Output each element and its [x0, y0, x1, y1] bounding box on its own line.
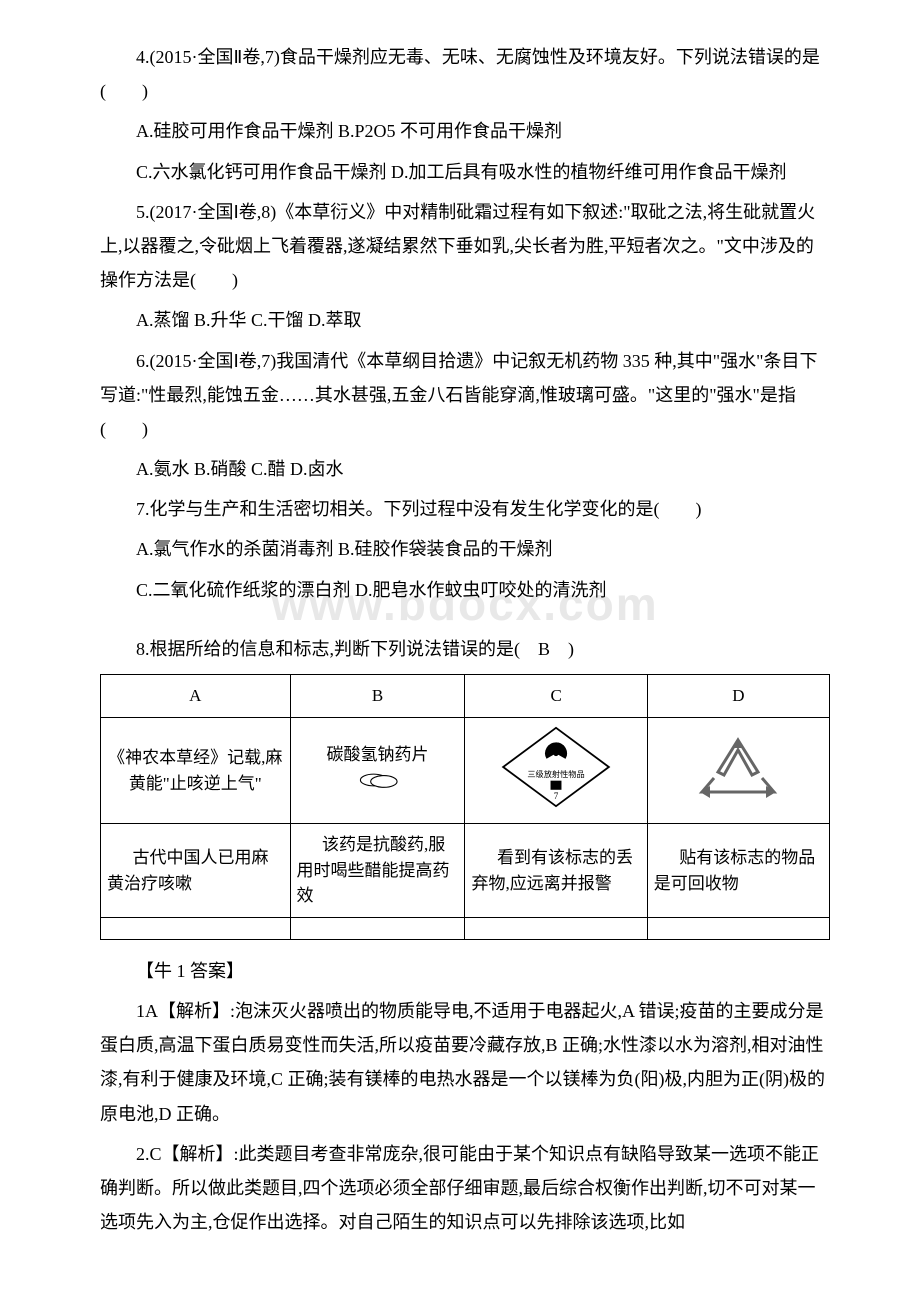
empty-b [290, 917, 465, 939]
cell-b-text: 碳酸氢钠药片 [297, 742, 459, 768]
th-b: B [290, 675, 465, 718]
empty-a [101, 917, 291, 939]
q7-opt-ab: A.氯气作水的杀菌消毒剂 B.硅胶作袋装食品的干燥剂 [100, 532, 830, 566]
pill-icon [356, 768, 400, 792]
radioactive-icon: 三级放射性物品 7 [501, 726, 611, 808]
q8-stem: 8.根据所给的信息和标志,判断下列说法错误的是( B ) [100, 632, 830, 666]
q4-stem: 4.(2015·全国Ⅱ卷,7)食品干燥剂应无毒、无味、无腐蚀性及环境友好。下列说… [100, 40, 830, 108]
cell-a-desc: 古代中国人已用麻黄治疗咳嗽 [101, 824, 291, 918]
empty-d [647, 917, 829, 939]
q4-opt-cd: C.六水氯化钙可用作食品干燥剂 D.加工后具有吸水性的植物纤维可用作食品干燥剂 [100, 155, 830, 189]
options-table: A B C D 《神农本草经》记载,麻黄能"止咳逆上气" 碳酸氢钠药片 [100, 674, 830, 940]
answer-1: 1A【解析】:泡沫灭火器喷出的物质能导电,不适用于电器起火,A 错误;疫苗的主要… [100, 994, 830, 1131]
th-a: A [101, 675, 291, 718]
q4-opt-ab: A.硅胶可用作食品干燥剂 B.P2O5 不可用作食品干燥剂 [100, 114, 830, 148]
table-header-row: A B C D [101, 675, 830, 718]
q5-opts: A.蒸馏 B.升华 C.干馏 D.萃取 [100, 303, 830, 337]
table-row-empty [101, 917, 830, 939]
cell-a-info: 《神农本草经》记载,麻黄能"止咳逆上气" [101, 717, 291, 824]
th-c: C [465, 675, 647, 718]
q6-stem: 6.(2015·全国Ⅰ卷,7)我国清代《本草纲目拾遗》中记叙无机药物 335 种… [100, 344, 830, 447]
radioactive-num: 7 [554, 791, 559, 801]
q7-stem: 7.化学与生产和生活密切相关。下列过程中没有发生化学变化的是( ) [100, 492, 830, 526]
answers-title: 【牛 1 答案】 [100, 954, 830, 988]
cell-c-info: 三级放射性物品 7 [465, 717, 647, 824]
table-row-desc: 古代中国人已用麻黄治疗咳嗽 该药是抗酸药,服用时喝些醋能提高药效 看到有该标志的… [101, 824, 830, 918]
radioactive-label: 三级放射性物品 [527, 769, 584, 779]
q7-opt-cd: C.二氧化硫作纸浆的漂白剂 D.肥皂水作蚊虫叮咬处的清洗剂 [100, 573, 830, 607]
cell-b-desc: 该药是抗酸药,服用时喝些醋能提高药效 [290, 824, 465, 918]
q6-opts: A.氨水 B.硝酸 C.醋 D.卤水 [100, 452, 830, 486]
table-row-info: 《神农本草经》记载,麻黄能"止咳逆上气" 碳酸氢钠药片 三级放射性物品 [101, 717, 830, 824]
empty-c [465, 917, 647, 939]
q5-stem: 5.(2017·全国Ⅰ卷,8)《本草衍义》中对精制砒霜过程有如下叙述:"取砒之法… [100, 195, 830, 298]
recycle-icon [688, 732, 788, 802]
cell-c-desc: 看到有该标志的丢弃物,应远离并报警 [465, 824, 647, 918]
th-d: D [647, 675, 829, 718]
cell-d-info [647, 717, 829, 824]
cell-d-desc: 贴有该标志的物品是可回收物 [647, 824, 829, 918]
answer-2: 2.C【解析】:此类题目考查非常庞杂,很可能由于某个知识点有缺陷导致某一选项不能… [100, 1137, 830, 1240]
cell-b-info: 碳酸氢钠药片 [290, 717, 465, 824]
